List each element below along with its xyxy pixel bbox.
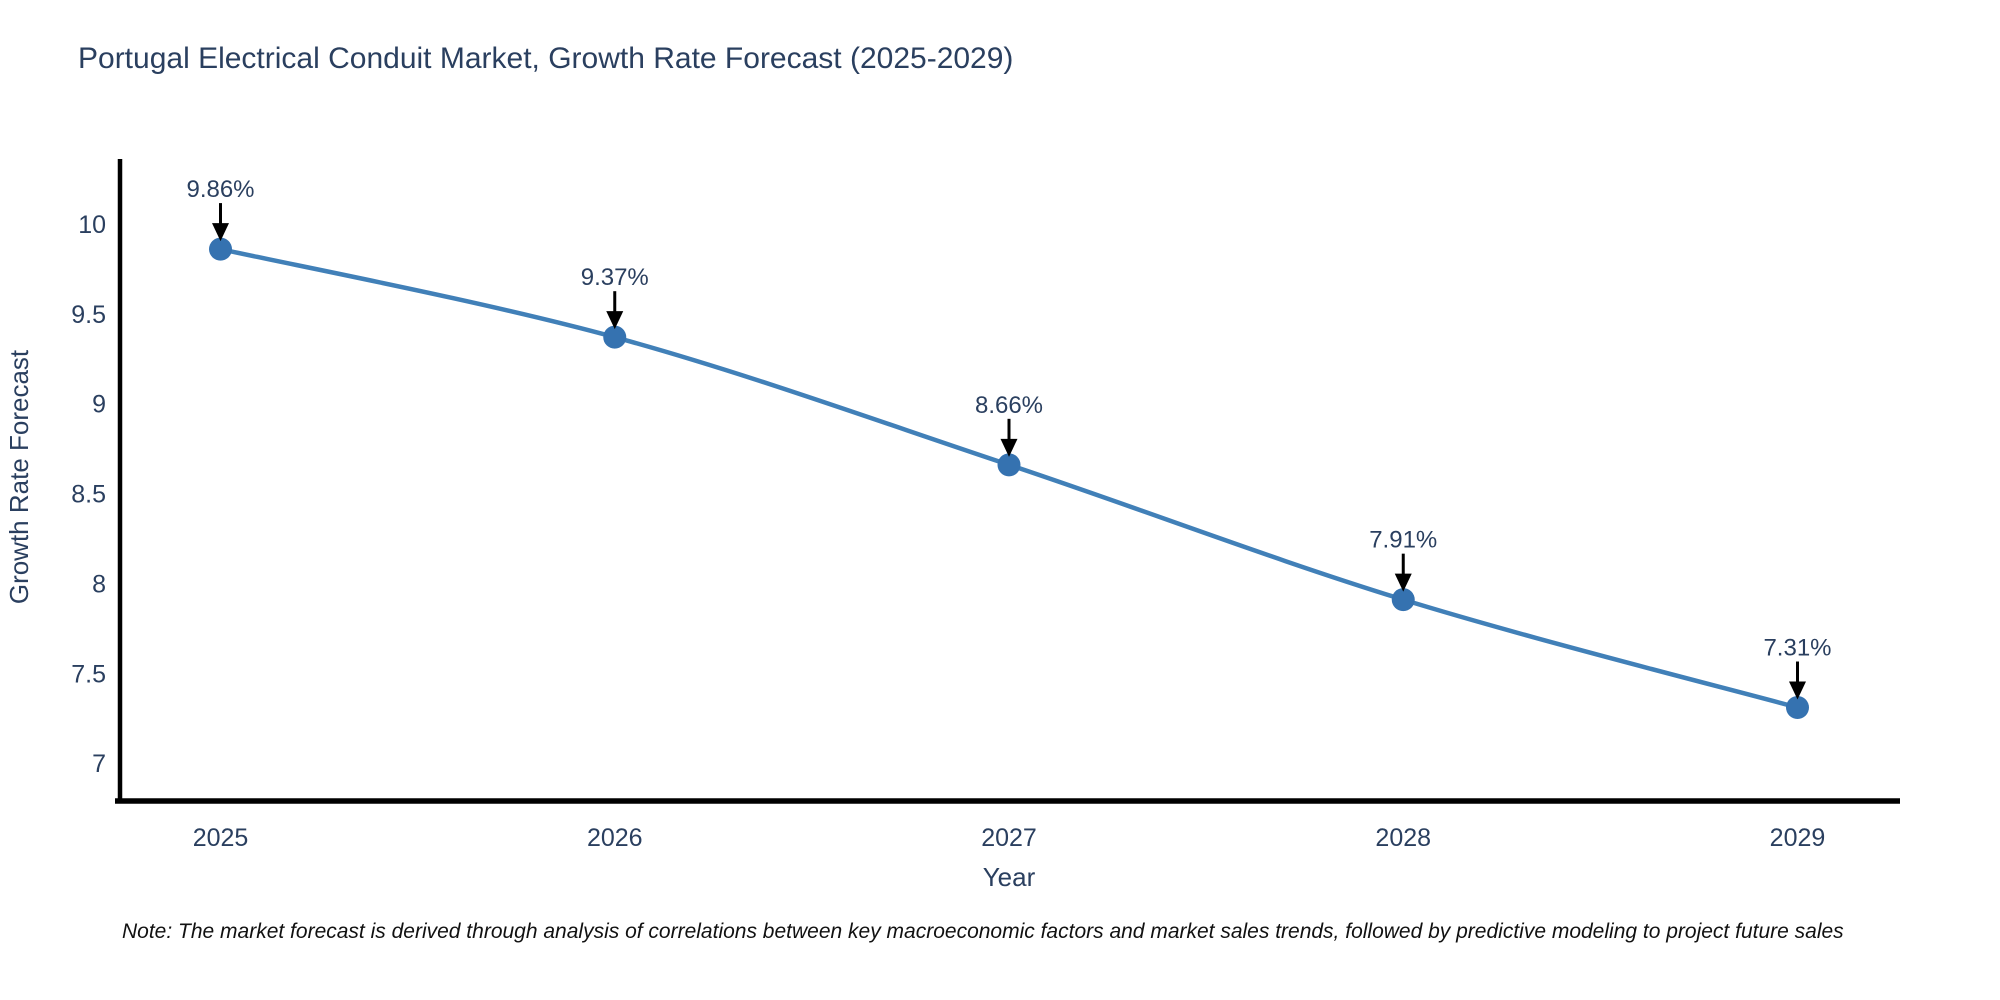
y-tick-label: 9.5 — [71, 301, 106, 329]
data-point-label: 7.91% — [1369, 527, 1437, 554]
x-tick-label: 2025 — [193, 824, 249, 852]
data-point-marker — [1391, 588, 1415, 612]
chart-title: Portugal Electrical Conduit Market, Grow… — [78, 42, 1013, 75]
data-point-label: 9.86% — [186, 176, 254, 203]
y-tick-label: 8 — [92, 570, 106, 598]
data-point-marker — [603, 325, 627, 349]
footnote: Note: The market forecast is derived thr… — [122, 920, 1844, 943]
data-point-label: 7.31% — [1763, 635, 1831, 662]
annotation-arrow-head — [1788, 681, 1806, 700]
annotation-arrow-head — [212, 223, 230, 242]
y-tick-label: 7.5 — [71, 660, 106, 688]
y-tick-label: 9 — [92, 391, 106, 419]
x-tick-label: 2029 — [1770, 824, 1826, 852]
x-tick-label: 2026 — [587, 824, 643, 852]
y-tick-label: 8.5 — [71, 481, 106, 509]
y-tick-label: 10 — [78, 211, 106, 239]
x-tick-label: 2028 — [1375, 824, 1431, 852]
y-axis-title: Growth Rate Forecast — [4, 349, 34, 604]
annotation-arrow-head — [606, 311, 624, 330]
x-axis-title: Year — [983, 862, 1036, 892]
data-point-label: 9.37% — [581, 264, 649, 291]
annotation-arrow-head — [1000, 438, 1018, 457]
annotation-arrow-head — [1394, 573, 1412, 592]
series-line — [218, 246, 1800, 710]
data-point-marker — [1785, 696, 1809, 720]
data-point-label: 8.66% — [975, 392, 1043, 419]
data-point-marker — [209, 237, 233, 261]
y-tick-label: 7 — [92, 750, 106, 778]
plot-area: 7 7.5 8 8.5 9 9.5 10 2025 2026 2027 2028 2029 9.86% 9… — [71, 159, 1900, 852]
data-point-marker — [997, 453, 1021, 477]
x-tick-label: 2027 — [981, 824, 1037, 852]
